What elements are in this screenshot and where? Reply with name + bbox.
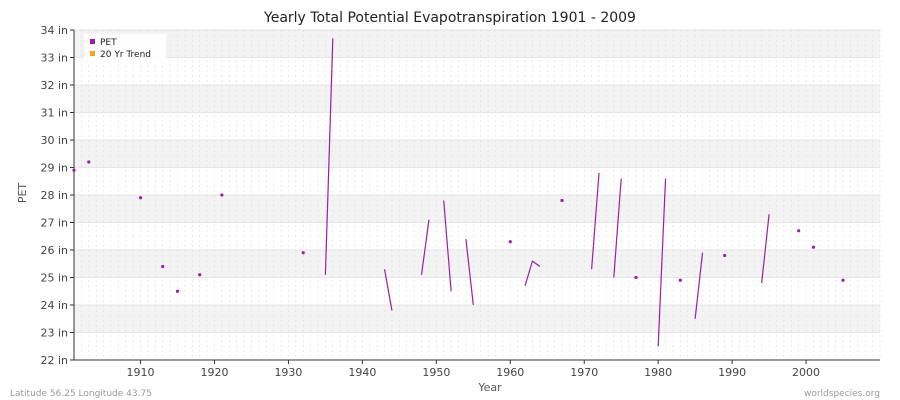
y-tick-label: 31 in	[40, 107, 68, 120]
plot-band	[74, 277, 880, 305]
footer-coordinates: Latitude 56.25 Longitude 43.75	[10, 389, 152, 399]
plot-band	[74, 167, 880, 195]
pet-point	[723, 253, 727, 258]
legend-box	[84, 34, 166, 62]
pet-point	[87, 160, 91, 164]
x-tick-label: 1910	[127, 366, 155, 379]
plot-band	[74, 85, 880, 113]
chart-title: Yearly Total Potential Evapotranspiratio…	[263, 10, 636, 26]
x-axis-label: Year	[477, 381, 502, 394]
x-tick-label: 1940	[348, 366, 376, 379]
pet-segment	[761, 214, 770, 284]
pet-point	[161, 264, 165, 269]
legend-swatch-pet	[90, 39, 95, 44]
x-tick-label: 1970	[570, 366, 598, 379]
y-tick-label: 30 in	[40, 134, 68, 147]
y-tick-label: 32 in	[40, 79, 68, 92]
pet-segment	[465, 238, 474, 306]
pet-segment	[657, 178, 667, 347]
y-tick-label: 29 in	[40, 162, 68, 175]
pet-point	[508, 240, 512, 244]
pet-point	[811, 245, 816, 249]
pet-segment	[524, 260, 534, 286]
pet-point	[138, 196, 143, 200]
x-tick-label: 2000	[792, 366, 820, 379]
pet-point	[560, 198, 564, 203]
pet-point	[301, 251, 305, 255]
x-tick-label: 1960	[496, 366, 524, 379]
plot-band	[74, 305, 880, 333]
x-tick-label: 1920	[200, 366, 228, 379]
pet-point	[175, 289, 180, 293]
pet-segment	[443, 200, 452, 292]
legend-label-pet: PET	[100, 38, 117, 48]
plot-band	[74, 140, 880, 168]
plot-band	[74, 57, 880, 85]
pet-segment	[324, 38, 334, 275]
y-tick-label: 22 in	[40, 354, 68, 367]
x-tick-label: 1980	[644, 366, 672, 379]
pet-point	[198, 273, 202, 277]
x-tick-label: 1930	[274, 366, 302, 379]
x-tick-label: 1990	[718, 366, 746, 379]
pet-segment	[591, 172, 600, 270]
y-tick-label: 26 in	[40, 244, 68, 257]
pet-point	[841, 278, 845, 282]
y-axis-ticks: 22 in 23 in 24 in 25 in 26 in 27 in 28 in 29 in…	[40, 24, 74, 367]
y-tick-label: 28 in	[40, 189, 68, 202]
x-tick-label: 1950	[422, 366, 450, 379]
pet-segment	[383, 269, 393, 311]
legend: PET 20 Yr Trend	[84, 34, 166, 62]
y-tick-label: 33 in	[40, 52, 68, 65]
pet-segment	[613, 178, 622, 278]
plot-band	[74, 250, 880, 278]
y-axis-label: PET	[16, 183, 29, 204]
pet-segment	[532, 260, 541, 267]
plot-background	[74, 30, 880, 360]
footer-source: worldspecies.org	[804, 389, 880, 399]
series-layer	[72, 38, 845, 347]
plot-band	[74, 222, 880, 250]
pet-point	[797, 229, 801, 233]
pet-point	[72, 168, 76, 172]
pet-point	[634, 275, 638, 280]
y-tick-label: 34 in	[40, 24, 68, 37]
x-axis-ticks: 1910 1920 1930 1940 1950 1960 1970 1980 1990 2000	[127, 360, 820, 379]
pet-segment	[420, 219, 430, 275]
plot-band	[74, 30, 880, 58]
plot-band	[74, 112, 880, 140]
plot-band	[74, 332, 880, 360]
legend-label-trend: 20 Yr Trend	[100, 50, 151, 60]
legend-swatch-trend	[90, 51, 95, 56]
plot-band	[74, 195, 880, 223]
y-tick-label: 25 in	[40, 272, 68, 285]
grid	[73, 29, 881, 361]
pet-segment	[694, 252, 704, 319]
pet-point	[220, 193, 224, 197]
y-tick-label: 27 in	[40, 217, 68, 230]
pet-point	[678, 278, 682, 282]
y-tick-label: 24 in	[40, 299, 68, 312]
y-tick-label: 23 in	[40, 327, 68, 340]
